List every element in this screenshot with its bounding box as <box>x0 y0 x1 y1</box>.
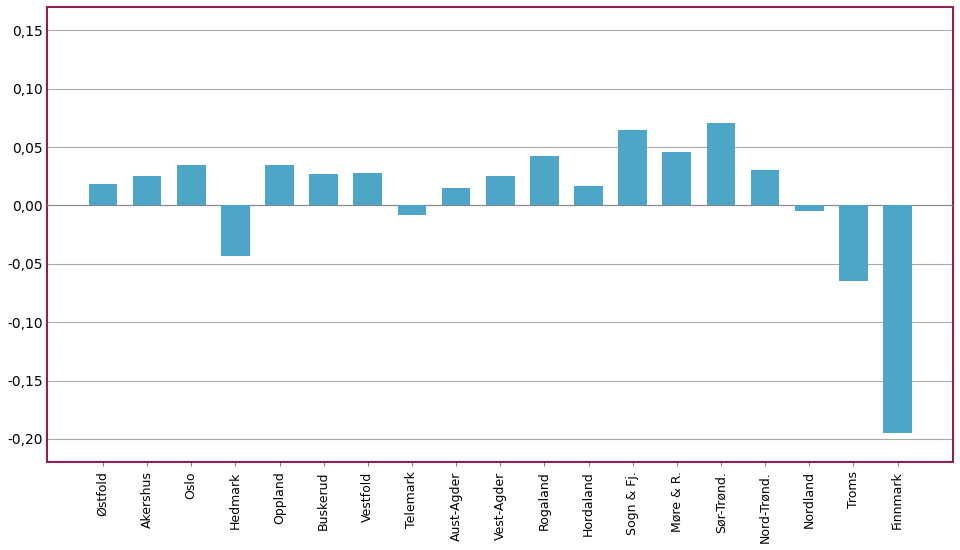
Bar <box>486 176 515 205</box>
Bar <box>795 205 824 211</box>
Bar <box>353 173 382 205</box>
Bar <box>442 188 470 205</box>
Bar <box>618 130 647 205</box>
Bar <box>397 205 426 214</box>
Bar <box>662 152 691 205</box>
Bar <box>221 205 250 256</box>
Bar <box>88 184 117 205</box>
Bar <box>751 170 780 205</box>
Bar <box>883 205 912 433</box>
Bar <box>707 123 735 205</box>
Bar <box>132 176 161 205</box>
Bar <box>265 164 294 205</box>
Bar <box>839 205 868 281</box>
Bar <box>309 174 338 205</box>
Bar <box>574 185 603 205</box>
Bar <box>177 164 205 205</box>
Bar <box>47 7 953 463</box>
Bar <box>530 156 559 205</box>
